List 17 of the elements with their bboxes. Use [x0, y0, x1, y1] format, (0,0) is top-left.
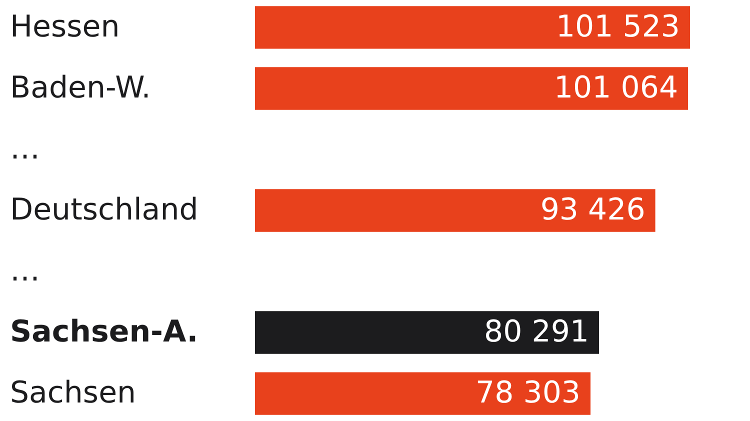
bar	[255, 189, 656, 232]
y-tick-label: Deutschland	[10, 192, 198, 228]
y-tick-label: …	[10, 131, 40, 166]
y-tick-label: Sachsen-A.	[10, 314, 198, 350]
bar	[255, 372, 591, 415]
data-label: 80 291	[484, 314, 590, 350]
bar	[255, 67, 688, 110]
y-tick-label: Hessen	[10, 9, 120, 44]
data-label: 93 426	[540, 192, 646, 228]
data-label: 101 064	[554, 70, 678, 106]
y-tick-label: Sachsen	[10, 376, 136, 411]
y-tick-label: …	[10, 254, 40, 289]
y-tick-label: Baden-W.	[10, 70, 151, 106]
bar	[255, 6, 690, 49]
data-label: 101 523	[556, 9, 680, 44]
bar	[255, 311, 600, 354]
data-label: 78 303	[476, 376, 581, 411]
